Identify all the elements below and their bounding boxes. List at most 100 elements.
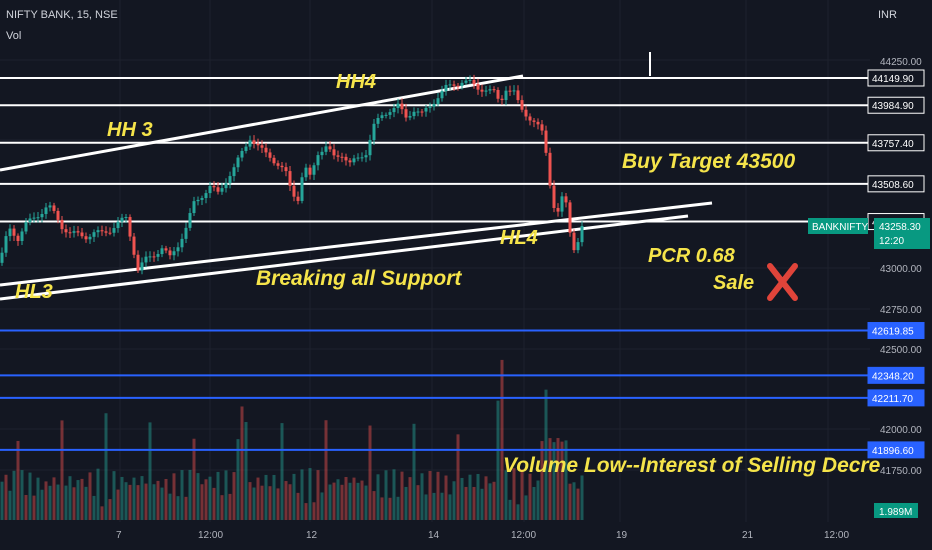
annotation-hl3: HL3 (15, 281, 53, 303)
volume-bar (376, 474, 380, 520)
volume-last-box (874, 503, 918, 518)
volume-bar (20, 470, 24, 520)
candle-body (456, 85, 460, 87)
volume-bar (424, 494, 428, 520)
candle-body (504, 90, 508, 101)
volume-bar (240, 406, 244, 520)
volume-bar (544, 389, 548, 520)
candle-body (536, 121, 540, 125)
volume-bar (548, 438, 552, 520)
volume-bar (420, 473, 424, 520)
volume-bar (100, 506, 104, 520)
candle-body (188, 213, 192, 228)
candle-body (236, 157, 240, 168)
time-tick: 19 (616, 530, 628, 541)
trend-lines (0, 52, 713, 301)
chart-annotations: HH 3 HH4 Buy Target 43500 HL4 PCR 0.68 H… (15, 71, 881, 477)
level-label-box (867, 175, 925, 193)
volume-bar (56, 484, 60, 520)
volume-bar (176, 496, 180, 520)
price-axis: 44250.00 43000.00 42750.00 42500.00 4200… (880, 57, 922, 477)
volume-bar (60, 420, 64, 520)
lower-trend-line (0, 214, 689, 301)
volume-bar (456, 434, 460, 520)
volume-bar (412, 423, 416, 520)
candle-body (28, 218, 32, 223)
candle-body (176, 247, 180, 252)
candle-body (328, 146, 332, 150)
candle-body (576, 242, 580, 251)
upper-trend-line (0, 74, 524, 172)
candle-body (352, 158, 356, 163)
candle-body (268, 152, 272, 158)
candle-body (420, 111, 424, 113)
volume-bar (564, 440, 568, 520)
candle-body (340, 156, 344, 158)
volume-bar (496, 400, 500, 520)
annotation-sale: Sale (713, 272, 754, 294)
candle-body (568, 202, 572, 233)
volume-bar (356, 482, 360, 520)
volume-bar (124, 482, 128, 520)
last-price-symbol-box (808, 218, 868, 234)
candle-body (480, 89, 484, 92)
candle-body (496, 89, 500, 99)
volume-bars (0, 359, 584, 520)
volume-bar (348, 482, 352, 520)
candle-body (52, 205, 56, 211)
volume-bar (12, 470, 16, 520)
volume-bar (36, 477, 40, 520)
volume-bar (96, 468, 100, 520)
volume-bar (188, 469, 192, 520)
candle-body (140, 262, 144, 271)
level-label-box (867, 389, 925, 407)
volume-bar (200, 484, 204, 520)
candle-body (36, 217, 40, 219)
candle-body (312, 165, 316, 175)
candle-body (368, 140, 372, 156)
volume-bar (292, 473, 296, 520)
volume-bar (380, 497, 384, 520)
candle-body (208, 185, 212, 194)
candle-body (24, 222, 28, 232)
level-labels: 44149.9043984.9043757.4043508.6043280.10… (867, 69, 925, 459)
volume-bar (392, 469, 396, 520)
volume-bar (248, 482, 252, 520)
candle-body (16, 235, 20, 242)
volume-bar (224, 470, 228, 520)
candle-body (432, 103, 436, 107)
volume-bar (268, 486, 272, 520)
volume-bar (344, 476, 348, 520)
candle-body (324, 146, 328, 152)
volume-bar (172, 473, 176, 520)
candle-body (376, 118, 380, 124)
candle-body (544, 130, 548, 153)
volume-bar (320, 492, 324, 520)
candle-body (196, 199, 200, 202)
volume-bar (120, 476, 124, 520)
candle-body (44, 207, 48, 215)
candle-body (300, 177, 304, 201)
volume-bar (340, 484, 344, 520)
candle-body (372, 123, 376, 141)
candle-body (464, 80, 468, 83)
volume-bar (332, 482, 336, 520)
candle-body (120, 217, 124, 222)
volume-bar (504, 470, 508, 520)
volume-bar (352, 477, 356, 520)
candle-body (180, 238, 184, 248)
volume-bar (512, 468, 516, 520)
volume-bar (308, 468, 312, 520)
volume-bar (532, 486, 536, 520)
candle-body (72, 231, 76, 233)
volume-bar (220, 495, 224, 520)
volume-bar (300, 469, 304, 520)
price-tick: 42500.00 (880, 345, 922, 356)
candle-body (396, 103, 400, 109)
volume-bar (272, 474, 276, 520)
volume-bar (472, 486, 476, 520)
volume-bar (236, 439, 240, 520)
volume-bar (140, 476, 144, 520)
volume-bar (556, 438, 560, 520)
